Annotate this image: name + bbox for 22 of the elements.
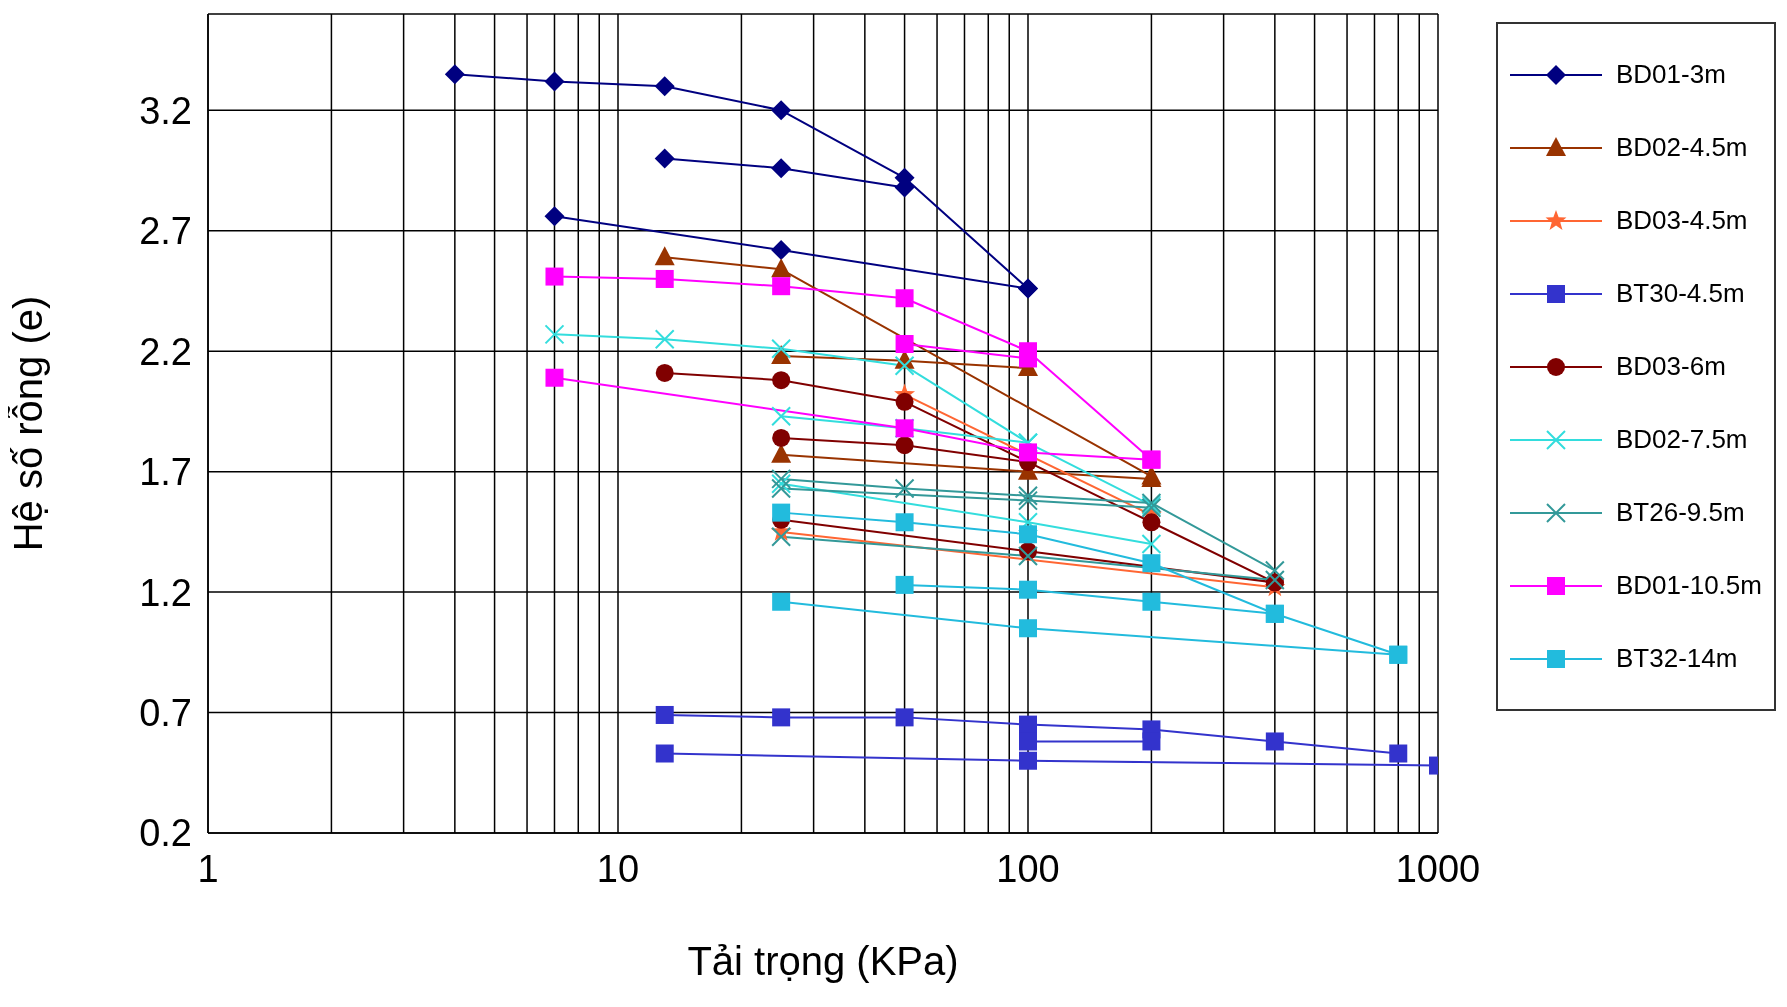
legend-label: BD01-10.5m (1616, 570, 1762, 601)
x-tick-label: 10 (596, 847, 640, 890)
x-tick-label: 1000 (1395, 847, 1481, 890)
y-tick-label: 2.7 (139, 210, 192, 253)
legend-label: BT26-9.5m (1616, 497, 1745, 528)
y-tick-label: 1.2 (139, 571, 192, 614)
y-tick-label: 3.2 (139, 89, 192, 132)
legend-label: BT30-4.5m (1616, 278, 1745, 309)
legend-label: BT32-14m (1616, 643, 1738, 674)
x-tick-label: 100 (996, 847, 1060, 890)
x-tick-label: 1 (197, 847, 219, 890)
legend-label: BD02-4.5m (1616, 132, 1748, 163)
y-axis-title: Hệ số rỗng (e) (6, 295, 51, 552)
x-axis-title: Tải trọng (KPa) (687, 939, 959, 983)
legend-label: BD03-4.5m (1616, 205, 1748, 236)
legend-label: BD03-6m (1616, 351, 1726, 382)
legend-label: BD02-7.5m (1616, 424, 1748, 455)
legend-label: BD01-3m (1616, 59, 1726, 90)
y-tick-label: 0.7 (139, 692, 192, 735)
y-tick-label: 1.7 (139, 451, 192, 494)
y-tick-label: 0.2 (139, 812, 192, 855)
y-tick-label: 2.2 (139, 330, 192, 373)
